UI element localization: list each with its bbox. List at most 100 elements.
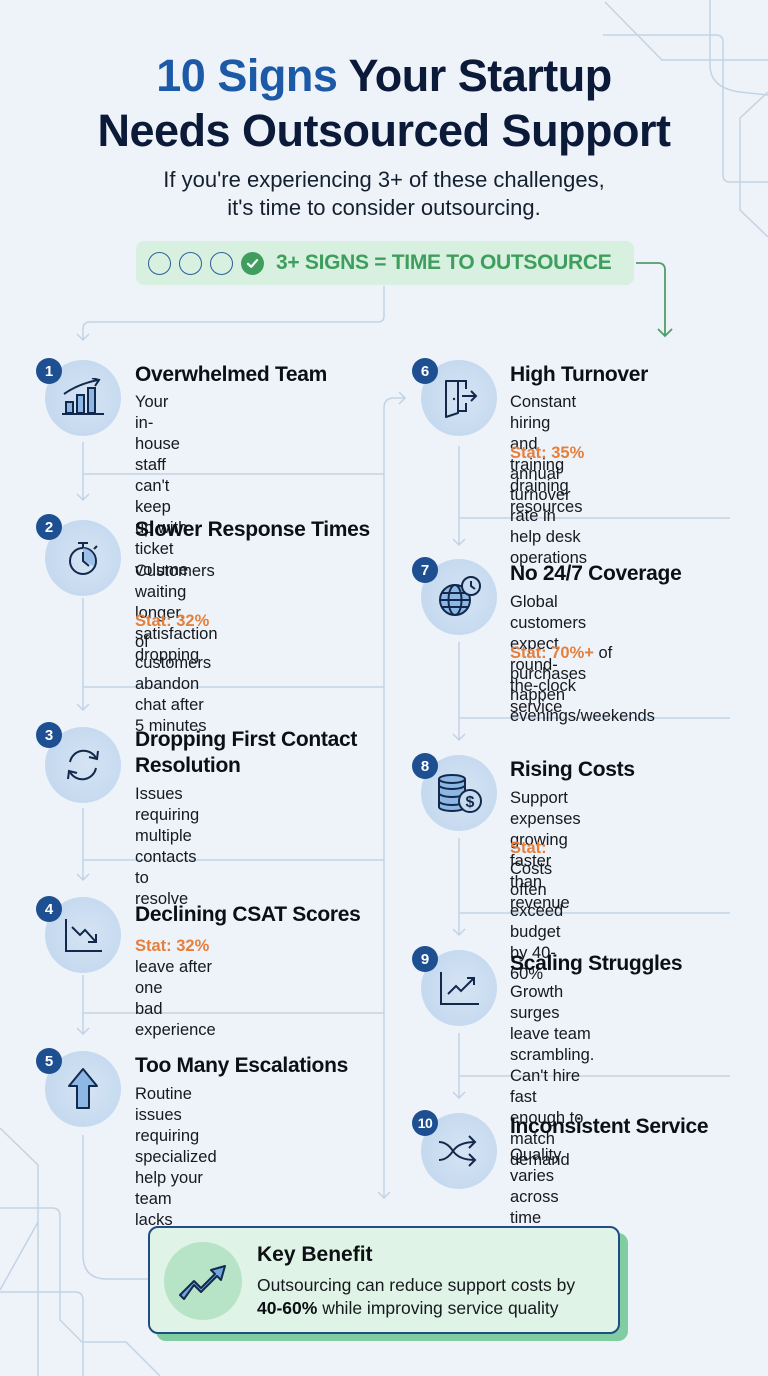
stat-text: of customers — [135, 633, 212, 672]
sign-title: Dropping First Contact Resolution — [135, 727, 357, 779]
desc-line: specialized help your team — [135, 1148, 217, 1208]
stopwatch-icon — [69, 542, 98, 575]
sign-title: Scaling Struggles — [510, 952, 683, 975]
subtitle: If you're experiencing 3+ of these chall… — [0, 166, 768, 222]
stat-label: Stat: 70%+ — [510, 644, 594, 662]
number-badge: 7 — [412, 557, 438, 583]
sign-description: Issues requiring multiple contacts to re… — [135, 784, 199, 910]
stat-text: budget by 40-60% — [510, 923, 561, 983]
subtitle-line2: it's time to consider outsourcing. — [227, 195, 541, 220]
desc-line: Customers waiting longer, — [135, 562, 215, 622]
benefit-highlight: 40-60% — [257, 1298, 318, 1318]
sign-stat: Stat: 32% leave after one bad experience — [135, 936, 216, 1041]
number-badge: 1 — [36, 358, 62, 384]
coins-dollar-icon: $ — [438, 774, 482, 813]
sign-description: Constant hiring and training draining re… — [510, 392, 582, 518]
desc-line: Constant hiring and training — [510, 393, 577, 474]
sign-title: Slower Response Times — [135, 518, 370, 541]
benefit-line: while improving service quality — [317, 1298, 559, 1318]
chart-growth-icon — [440, 972, 479, 1005]
icon-circle: $ — [421, 755, 497, 831]
number-badge: 6 — [412, 358, 438, 384]
sign-stat: Stat: 32% of customers abandon chat afte… — [135, 611, 211, 737]
stat-label: Stat: — [510, 839, 547, 857]
stat-text: happen evenings/weekends — [510, 686, 655, 725]
stat-text: Costs often exceed — [510, 860, 564, 920]
empty-circle-icon — [148, 251, 171, 275]
sign-description: Support expenses growing faster than rev… — [510, 788, 581, 914]
stat-text: bad experience — [135, 1000, 216, 1039]
number-badge: 2 — [36, 514, 62, 540]
stat-text: abandon chat after 5 minutes — [135, 675, 207, 735]
sign-stat: Stat: Costs often exceed budget by 40-60… — [510, 838, 563, 985]
desc-line: enough to match demand — [510, 1109, 584, 1169]
number-badge: 9 — [412, 946, 438, 972]
sign-stat: Stat: 35% annual turnover rate in help d… — [510, 443, 587, 569]
benefit-line: Outsourcing can reduce support costs by — [257, 1275, 576, 1295]
desc-line: faster than revenue — [510, 852, 570, 912]
desc-line: Routine issues requiring — [135, 1085, 200, 1145]
refresh-cycle-icon — [67, 749, 99, 781]
desc-line: satisfaction dropping — [135, 625, 218, 664]
benefit-description: Outsourcing can reduce support costs by … — [257, 1274, 617, 1320]
benefit-icon-circle — [164, 1242, 242, 1320]
desc-line: Support expenses growing — [510, 789, 581, 849]
shuffle-icon — [438, 1135, 477, 1167]
subtitle-line1: If you're experiencing 3+ of these chall… — [163, 167, 605, 192]
sign-title: Rising Costs — [510, 758, 635, 781]
svg-text:$: $ — [466, 794, 475, 811]
sign-description: Global customers expect round-the-clock … — [510, 592, 586, 718]
icon-circle — [421, 1113, 497, 1189]
sign-title: Too Many Escalations — [135, 1054, 348, 1077]
arrow-up-icon — [68, 1068, 98, 1109]
desc-line: round-the-clock service — [510, 656, 577, 716]
stat-label: Stat: 35% — [510, 444, 585, 462]
stat-text: leave after one — [135, 958, 213, 997]
icon-circle — [45, 897, 121, 973]
sign-title: Overwhelmed Team — [135, 363, 328, 386]
title-accent: 10 Signs — [156, 50, 338, 101]
stat-text: rate in help desk operations — [510, 507, 588, 567]
title-line: Resolution — [135, 754, 241, 777]
check-circle-icon — [241, 251, 264, 275]
page-title: 10 Signs Your Startup Needs Outsourced S… — [0, 48, 768, 158]
number-badge: 8 — [412, 753, 438, 779]
benefit-title: Key Benefit — [257, 1243, 373, 1266]
number-badge: 3 — [36, 722, 62, 748]
sign-title: No 24/7 Coverage — [510, 562, 682, 585]
sign-title: Declining CSAT Scores — [135, 903, 361, 926]
sign-description: Customers waiting longer, satisfaction d… — [135, 561, 218, 666]
desc-line: Issues requiring multiple — [135, 785, 200, 845]
desc-line: Growth surges leave team — [510, 983, 591, 1043]
sign-description: Growth surges leave team scrambling. Can… — [510, 982, 594, 1171]
key-benefit-box: Key Benefit Outsourcing can reduce suppo… — [148, 1226, 620, 1334]
sign-title: Inconsistent Service — [510, 1115, 709, 1138]
threshold-pill: 3+ SIGNS = TIME TO OUTSOURCE — [136, 241, 634, 285]
number-badge: 5 — [36, 1048, 62, 1074]
desc-line: Quality varies across time — [510, 1146, 562, 1227]
threshold-label: 3+ SIGNS = TIME TO OUTSOURCE — [276, 251, 612, 274]
globe-clock-icon — [439, 576, 481, 616]
desc-line: Global customers expect — [510, 593, 587, 653]
chart-declining-icon — [65, 919, 102, 952]
stat-text: of purchases — [510, 644, 613, 683]
desc-line: scrambling. Can't hire fast — [510, 1046, 595, 1106]
desc-line: contacts to resolve — [135, 848, 197, 908]
desc-line: Your in-house staff can't — [135, 393, 180, 495]
title-line2: Needs Outsourced Support — [97, 105, 671, 156]
number-badge: 4 — [36, 896, 62, 922]
desc-line: lacks — [135, 1211, 173, 1229]
sign-title: High Turnover — [510, 363, 649, 386]
bar-chart-growth-icon — [62, 378, 104, 415]
number-badge: 10 — [412, 1110, 438, 1136]
empty-circle-icon — [210, 251, 233, 275]
empty-circle-icon — [179, 251, 202, 275]
stat-text: annual turnover — [510, 465, 571, 504]
trend-up-arrow-icon — [179, 1265, 226, 1300]
door-exit-icon — [445, 380, 478, 418]
title-line1-rest: Your Startup — [337, 50, 613, 101]
stat-label: Stat: 32% — [135, 612, 210, 630]
sign-description: Your in-house staff can't keep up with t… — [135, 392, 188, 581]
title-line: Dropping First Contact — [135, 728, 358, 751]
desc-line: draining resources — [510, 477, 583, 516]
